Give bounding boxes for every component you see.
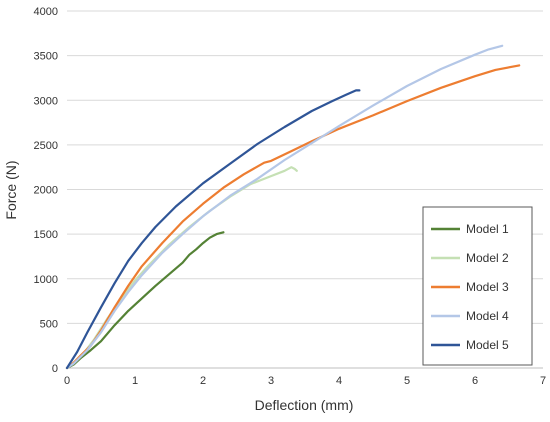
series-line-model-4 bbox=[65, 44, 504, 370]
x-tick-label: 2 bbox=[200, 375, 206, 387]
legend-label: Model 1 bbox=[466, 222, 509, 236]
y-tick-label: 3500 bbox=[34, 51, 58, 63]
x-tick-labels: 0 1 2 3 4 5 6 7 bbox=[64, 375, 546, 387]
x-tick-label: 6 bbox=[472, 375, 478, 387]
series-line-model-1 bbox=[65, 231, 225, 370]
legend-label: Model 3 bbox=[466, 280, 509, 294]
series-line-model-5 bbox=[65, 89, 361, 370]
gridlines bbox=[67, 10, 543, 324]
x-tick-label: 5 bbox=[404, 375, 410, 387]
y-tick-label: 2500 bbox=[34, 140, 58, 152]
legend-label: Model 5 bbox=[466, 338, 509, 352]
x-tick-label: 1 bbox=[132, 375, 138, 387]
y-tick-label: 1500 bbox=[34, 229, 58, 241]
y-tick-labels: 0 500 1000 1500 2000 2500 3000 3500 4000 bbox=[34, 6, 58, 375]
y-tick-label: 4000 bbox=[34, 6, 58, 18]
legend: Model 1 Model 2 Model 3 Model 4 Model 5 bbox=[422, 206, 533, 366]
x-tick-label: 7 bbox=[540, 375, 546, 387]
x-tick-label: 3 bbox=[268, 375, 274, 387]
y-tick-label: 1000 bbox=[34, 274, 58, 286]
legend-items: Model 1 Model 2 Model 3 Model 4 Model 5 bbox=[431, 222, 509, 352]
x-axis-title: Deflection (mm) bbox=[255, 397, 354, 413]
y-tick-label: 2000 bbox=[34, 185, 58, 197]
y-tick-label: 500 bbox=[40, 318, 58, 330]
series-lines bbox=[65, 44, 521, 370]
x-tick-label: 0 bbox=[64, 375, 70, 387]
y-tick-label: 3000 bbox=[34, 95, 58, 107]
y-tick-label: 0 bbox=[52, 363, 58, 375]
x-tick-label: 4 bbox=[336, 375, 342, 387]
legend-label: Model 4 bbox=[466, 309, 509, 323]
legend-label: Model 2 bbox=[466, 251, 509, 265]
y-axis-title: Force (N) bbox=[3, 160, 19, 219]
